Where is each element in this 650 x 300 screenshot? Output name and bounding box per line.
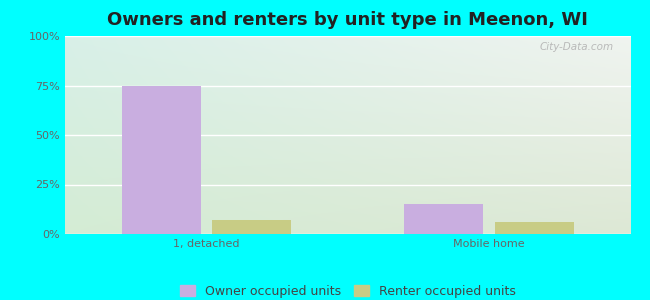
Title: Owners and renters by unit type in Meenon, WI: Owners and renters by unit type in Meeno…: [107, 11, 588, 29]
Legend: Owner occupied units, Renter occupied units: Owner occupied units, Renter occupied un…: [175, 280, 521, 300]
Bar: [495, 222, 574, 234]
Bar: [122, 85, 201, 234]
Bar: [212, 220, 291, 234]
Text: City-Data.com: City-Data.com: [540, 42, 614, 52]
Bar: [404, 204, 484, 234]
